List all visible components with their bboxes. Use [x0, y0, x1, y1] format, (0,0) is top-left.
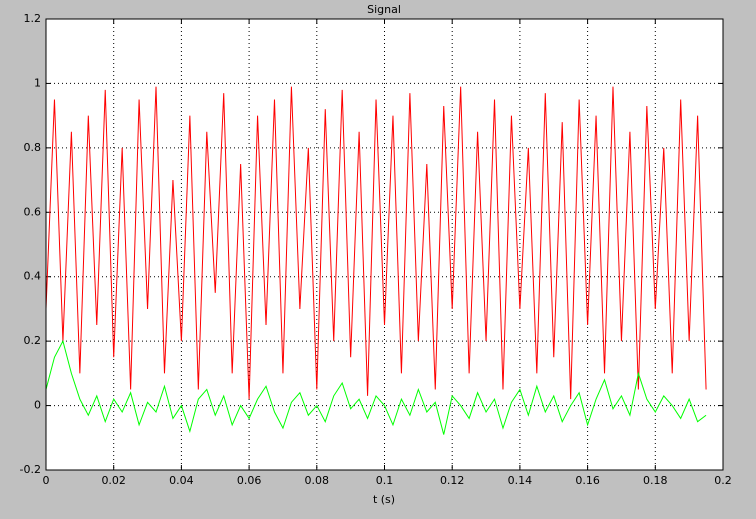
plot-area	[46, 19, 723, 470]
x-tick-label: 0.08	[305, 474, 330, 487]
x-tick-label: 0.12	[440, 474, 465, 487]
y-tick-label: 1.2	[24, 12, 42, 25]
x-tick-label: 0.04	[169, 474, 194, 487]
x-tick-label: 0.2	[714, 474, 732, 487]
x-tick-label: 0.02	[101, 474, 126, 487]
chart-title: Signal	[367, 3, 401, 16]
x-tick-label: 0.1	[376, 474, 394, 487]
signal-line	[45, 339, 707, 435]
axes-box	[45, 18, 724, 471]
y-tick-label: 0.4	[24, 270, 42, 283]
y-tick-label: -0.2	[20, 463, 41, 476]
y-tick-label: 1	[34, 76, 41, 89]
x-tick-label: 0.06	[237, 474, 262, 487]
x-tick-label: 0.16	[575, 474, 600, 487]
y-tick-label: 0	[34, 399, 41, 412]
y-tick-label: 0.6	[24, 205, 42, 218]
signal-line	[45, 86, 707, 400]
x-axis-label: t (s)	[373, 493, 395, 506]
x-tick-label: 0.14	[508, 474, 533, 487]
x-tick-label: 0	[43, 474, 50, 487]
y-tick-label: 0.8	[24, 141, 42, 154]
x-tick-label: 0.18	[643, 474, 668, 487]
y-tick-label: 0.2	[24, 334, 42, 347]
